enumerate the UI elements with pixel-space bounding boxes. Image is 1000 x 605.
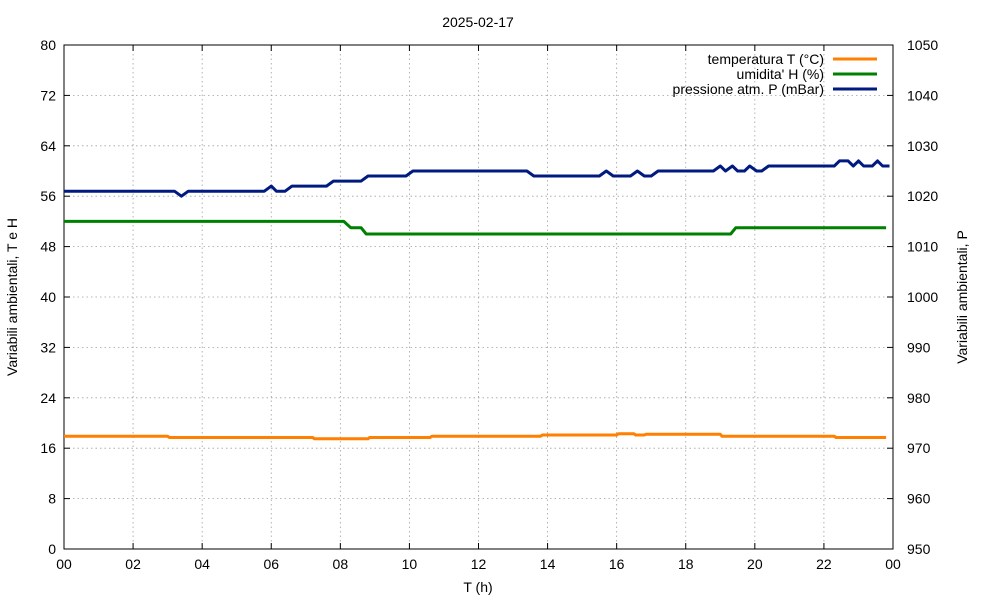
x-tick-label: 14 xyxy=(540,556,556,572)
legend-label: umidita' H (%) xyxy=(737,66,824,82)
x-tick-label: 08 xyxy=(333,556,349,572)
chart-title: 2025-02-17 xyxy=(442,14,514,30)
legend-label: pressione atm. P (mBar) xyxy=(673,81,824,97)
x-tick-label: 22 xyxy=(816,556,832,572)
x-tick-label: 00 xyxy=(56,556,72,572)
y-tick-label-right: 960 xyxy=(907,491,931,507)
y-tick-label-right: 1010 xyxy=(907,239,938,255)
series-lines xyxy=(64,159,890,441)
x-tick-label: 10 xyxy=(402,556,418,572)
legend-label: temperatura T (°C) xyxy=(708,51,824,67)
series-line-2 xyxy=(64,219,887,236)
y-tick-label-right: 950 xyxy=(907,541,931,557)
y-tick-label-right: 1040 xyxy=(907,87,938,103)
y-tick-label-left: 8 xyxy=(48,491,56,507)
y-tick-label-left: 48 xyxy=(40,239,56,255)
x-tick-label: 12 xyxy=(471,556,487,572)
y-tick-label-right: 990 xyxy=(907,339,931,355)
y-tick-label-left: 64 xyxy=(40,138,56,154)
x-tick-label: 20 xyxy=(747,556,763,572)
grid xyxy=(64,45,893,549)
axis-ticks: 00 02 04 06 08 10 12 14 16 18 20 22 0008162432404856… xyxy=(40,37,938,572)
y-tick-label-right: 1000 xyxy=(907,289,938,305)
y-tick-label-right: 1030 xyxy=(907,138,938,154)
y-axis-label-left: Variabili ambientali, T e H xyxy=(4,218,20,376)
y-tick-label-right: 980 xyxy=(907,390,931,406)
x-tick-label: 04 xyxy=(194,556,210,572)
y-tick-label-left: 56 xyxy=(40,188,56,204)
y-tick-label-left: 40 xyxy=(40,289,56,305)
y-tick-label-left: 24 xyxy=(40,390,56,406)
x-tick-label: 00 xyxy=(885,556,901,572)
y-tick-label-right: 1020 xyxy=(907,188,938,204)
y-tick-label-left: 0 xyxy=(48,541,56,557)
y-tick-label-left: 16 xyxy=(40,440,56,456)
series-line-3 xyxy=(64,159,890,198)
y-tick-label-left: 72 xyxy=(40,87,56,103)
x-tick-label: 16 xyxy=(609,556,625,572)
series-line-1 xyxy=(64,432,887,441)
x-tick-label: 06 xyxy=(263,556,279,572)
y-tick-label-left: 80 xyxy=(40,37,56,53)
x-axis-label: T (h) xyxy=(463,579,492,595)
x-tick-label: 18 xyxy=(678,556,694,572)
y-tick-label-right: 1050 xyxy=(907,37,938,53)
y-axis-label-right: Variabili ambientali, P xyxy=(954,230,970,364)
y-tick-label-left: 32 xyxy=(40,339,56,355)
legend: temperatura T (°C)umidita' H (%)pression… xyxy=(673,51,877,97)
x-tick-label: 02 xyxy=(125,556,141,572)
y-tick-label-right: 970 xyxy=(907,440,931,456)
